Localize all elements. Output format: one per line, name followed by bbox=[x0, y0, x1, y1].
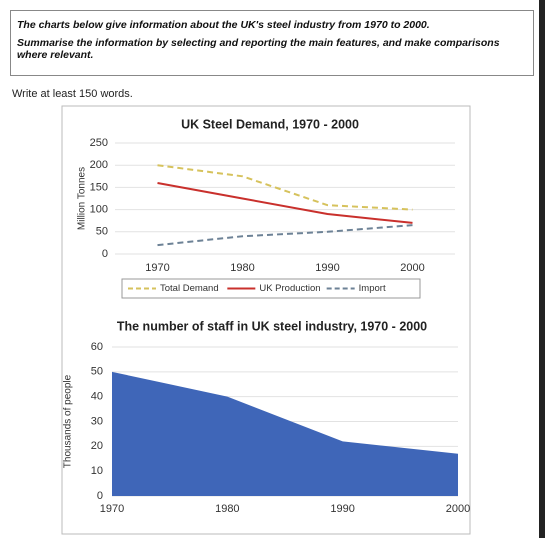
x-tick-label: 1980 bbox=[215, 503, 239, 515]
y-tick-label: 200 bbox=[90, 159, 108, 171]
legend-label: UK Production bbox=[259, 283, 320, 294]
task-text: Summarise the information by selecting a… bbox=[17, 37, 500, 61]
x-tick-label: 1970 bbox=[145, 262, 169, 274]
y-tick-label: 30 bbox=[91, 415, 103, 427]
instruction: Write at least 150 words. bbox=[12, 88, 133, 100]
line bbox=[157, 181, 413, 224]
x-tick-label: 2000 bbox=[446, 503, 470, 515]
x-tick-label: 1990 bbox=[315, 262, 339, 274]
y-tick-label: 60 bbox=[91, 341, 103, 353]
y-tick-label: 250 bbox=[90, 137, 108, 149]
task-text: The charts below give information about … bbox=[17, 19, 430, 31]
y-tick-label: 0 bbox=[102, 248, 108, 260]
legend-box bbox=[121, 278, 421, 299]
y-tick-label: 10 bbox=[91, 465, 103, 477]
y-tick-label: 20 bbox=[91, 440, 103, 452]
x-tick-label: 1970 bbox=[100, 503, 124, 515]
y-axis-label: Million Tonnes bbox=[77, 167, 88, 230]
x-tick-label: 1990 bbox=[330, 503, 354, 515]
y-axis-label: Thousands of people bbox=[63, 374, 74, 468]
line bbox=[157, 224, 413, 247]
chart-title: UK Steel Demand, 1970 - 2000 bbox=[181, 117, 359, 131]
x-tick-label: 2000 bbox=[400, 262, 424, 274]
legend-label: Total Demand bbox=[160, 283, 219, 294]
line bbox=[157, 164, 413, 211]
legend-label: Import bbox=[359, 283, 386, 294]
y-tick-label: 50 bbox=[91, 366, 103, 378]
y-tick-label: 50 bbox=[96, 226, 108, 238]
y-tick-label: 100 bbox=[90, 204, 108, 216]
x-tick-label: 1980 bbox=[230, 262, 254, 274]
y-tick-label: 150 bbox=[90, 181, 108, 193]
y-tick-label: 40 bbox=[91, 391, 103, 403]
y-tick-label: 0 bbox=[97, 490, 103, 502]
area bbox=[112, 371, 458, 496]
edge bbox=[539, 0, 545, 538]
chart-title: The number of staff in UK steel industry… bbox=[117, 319, 427, 333]
task-box: The charts below give information about … bbox=[10, 10, 534, 76]
